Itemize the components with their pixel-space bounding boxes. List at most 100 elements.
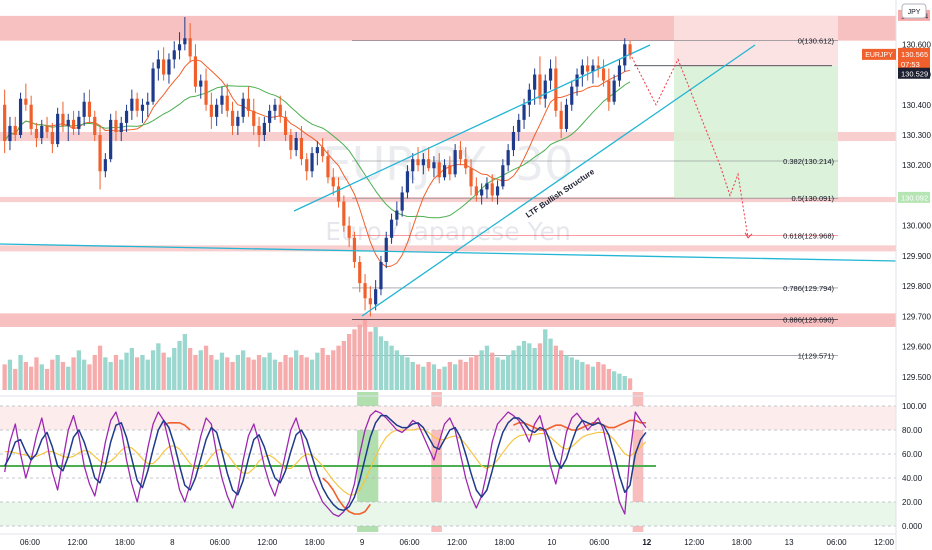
candle-body [151, 68, 155, 102]
candle-body [93, 116, 97, 135]
volume-bar [209, 355, 214, 390]
time-axis[interactable]: 06:00 12:00 18:00 8 06:00 12:00 18:00 9 06:00 12:… [0, 533, 896, 547]
volume-bar [256, 355, 262, 390]
candle-body [305, 159, 309, 172]
volume-bar [97, 345, 103, 390]
oscillator-tick-1: 80.00 [902, 426, 923, 435]
volume-bar [309, 359, 315, 390]
fib-label-3: 0.618(129.968) [783, 231, 834, 240]
candle-body [427, 159, 431, 169]
volume-bar [468, 357, 474, 390]
volume-bar [294, 350, 299, 390]
time-tick-15: 18:00 [732, 538, 753, 547]
time-tick-11: 10 [547, 538, 556, 547]
candle-body [554, 68, 558, 111]
volume-bar [500, 359, 505, 390]
volume-bar [585, 364, 590, 390]
volume-bar [18, 355, 23, 390]
candle-body [543, 80, 547, 99]
time-tick-17: 06:00 [827, 538, 848, 547]
time-tick-10: 18:00 [494, 538, 515, 547]
price-tick-2: 130.400 [902, 101, 931, 110]
volume-bar [384, 341, 389, 390]
volume-bar [352, 329, 357, 390]
volume-bar [193, 355, 198, 390]
volume-bar [341, 341, 346, 390]
candle-body [3, 104, 7, 142]
symbol-tag [862, 48, 896, 60]
price-tick-10: 129.500 [902, 373, 931, 382]
candle-body [617, 65, 622, 81]
candle-body [8, 125, 12, 142]
volume-bar [140, 355, 145, 390]
volume-bar [368, 331, 373, 390]
volume-bar [108, 362, 113, 390]
candle-body [437, 162, 441, 178]
time-tick-2: 18:00 [115, 538, 136, 547]
candle-body [230, 110, 235, 126]
volume-bar [601, 364, 606, 390]
zone-4 [0, 313, 896, 327]
last-price-tag [898, 47, 930, 70]
candle-body [204, 80, 208, 105]
candle-body [628, 44, 632, 55]
candle-body [474, 186, 478, 196]
price-axis-bg [896, 0, 932, 550]
candle-body [464, 159, 468, 169]
volume-bar [362, 320, 368, 390]
volume-bar [13, 369, 18, 390]
volume-bar [39, 364, 44, 390]
highlight-column-1 [431, 392, 442, 532]
volume-bar [177, 341, 182, 390]
volume-bar [421, 366, 426, 390]
fib-label-4: 0.786(129.794) [783, 284, 834, 293]
candle-body [273, 104, 277, 111]
reward-box [674, 65, 838, 198]
candle-body [570, 86, 574, 105]
candle-body [601, 68, 606, 81]
candle-body [384, 237, 388, 262]
volume-bar [113, 355, 119, 390]
volume-bar [214, 359, 219, 390]
volume-bar [394, 350, 399, 390]
candle-body [485, 183, 489, 190]
fib-label-1: 0.382(130.214) [783, 157, 834, 166]
candle-body [501, 165, 505, 187]
time-tick-14: 12:00 [684, 538, 705, 547]
volume-bar [490, 352, 495, 390]
volume-bar [590, 366, 596, 390]
oscillator-tick-5: 0.000 [902, 522, 923, 531]
candle-body [135, 98, 139, 111]
currency-badge-label: JPY [908, 9, 921, 16]
volume-bar [442, 366, 447, 390]
price-tag-2 [898, 67, 930, 79]
candle-body [607, 80, 611, 102]
volume-bar [596, 362, 601, 390]
volume-bar [119, 359, 124, 390]
volume-bars [2, 320, 633, 390]
candle-body [13, 125, 17, 135]
candle-body [87, 101, 92, 117]
channel-lower [361, 44, 756, 317]
candle-body [591, 65, 595, 72]
price-tick-8: 129.700 [902, 312, 931, 321]
candle-body [156, 59, 160, 69]
volume-bar [34, 357, 39, 390]
candle-body [124, 110, 129, 123]
price-tick-4: 130.200 [902, 161, 931, 170]
fib-label-6: 1(129.571) [798, 351, 835, 360]
candle-body [623, 44, 627, 66]
candle-body [548, 68, 553, 81]
currency-badge[interactable] [901, 3, 927, 19]
candle-body [580, 65, 584, 75]
time-tick-4: 06:00 [210, 538, 231, 547]
volume-bar [71, 357, 76, 390]
candle-body [612, 80, 616, 102]
candle-body [241, 98, 245, 117]
price-axis[interactable]: 130.600130.500130.400130.300130.200130.0… [895, 0, 932, 550]
zone-2 [0, 196, 896, 203]
candle-body [109, 119, 113, 160]
volume-bar [437, 369, 442, 390]
candle-body [114, 119, 118, 132]
